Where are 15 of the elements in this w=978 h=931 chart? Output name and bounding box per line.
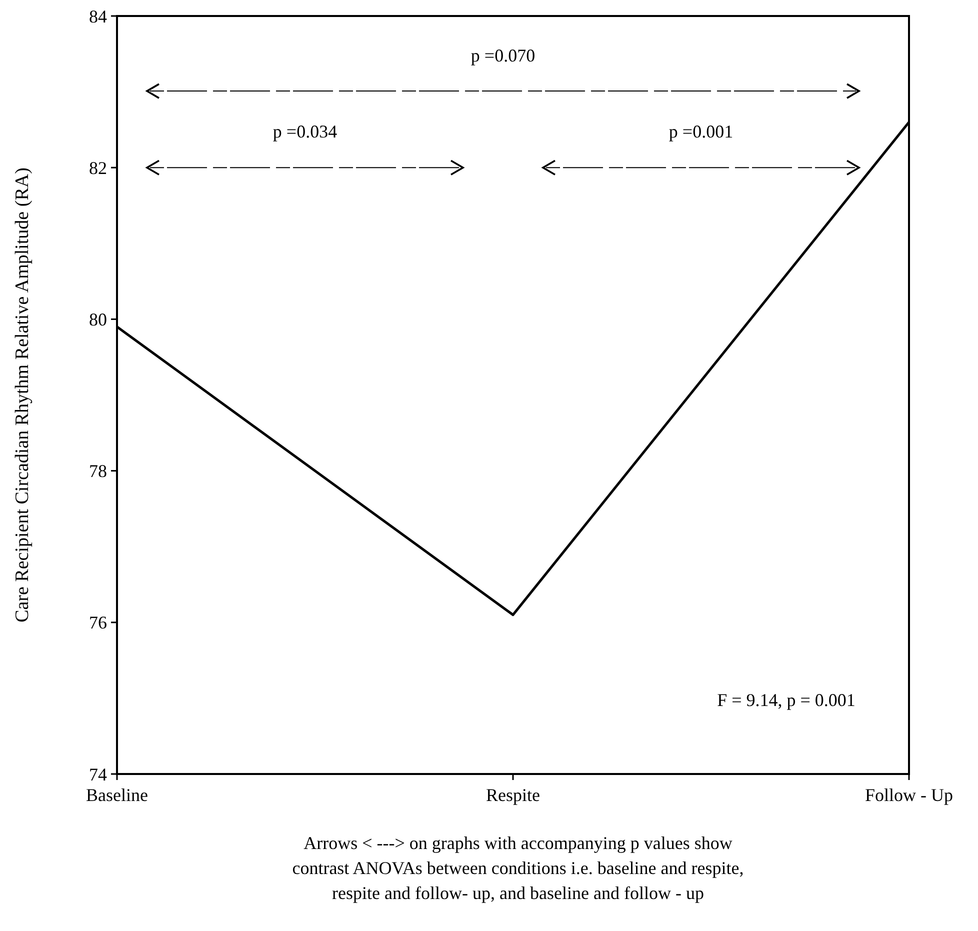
y-tick-label: 84 xyxy=(89,6,107,26)
y-tick-label: 76 xyxy=(89,612,107,633)
annotation: p =0.001 xyxy=(668,121,734,142)
y-axis-title: Care Recipient Circadian Rhythm Relative Amplitude (RA) xyxy=(12,168,33,622)
x-tick-label: Follow - Up xyxy=(864,785,954,805)
annotation: p =0.034 xyxy=(272,121,338,142)
y-tick-label: 82 xyxy=(89,158,107,178)
y-tick-label: 78 xyxy=(89,461,107,482)
annotation: p =0.070 xyxy=(470,45,536,66)
text: Arrows < ---> on graphs with accompanying p values show contrast ANOVAs between conditions i.e. baseline and respite, respite and follow- up, and baseline and follow - up xyxy=(292,833,744,903)
x-tick-label: Baseline xyxy=(86,785,148,805)
x-tick-label: Respite xyxy=(486,785,540,805)
y-tick-label: 80 xyxy=(89,310,107,330)
y-tick-label: 74 xyxy=(89,764,107,784)
annotation: F = 9.14, p = 0.001 xyxy=(717,690,856,710)
